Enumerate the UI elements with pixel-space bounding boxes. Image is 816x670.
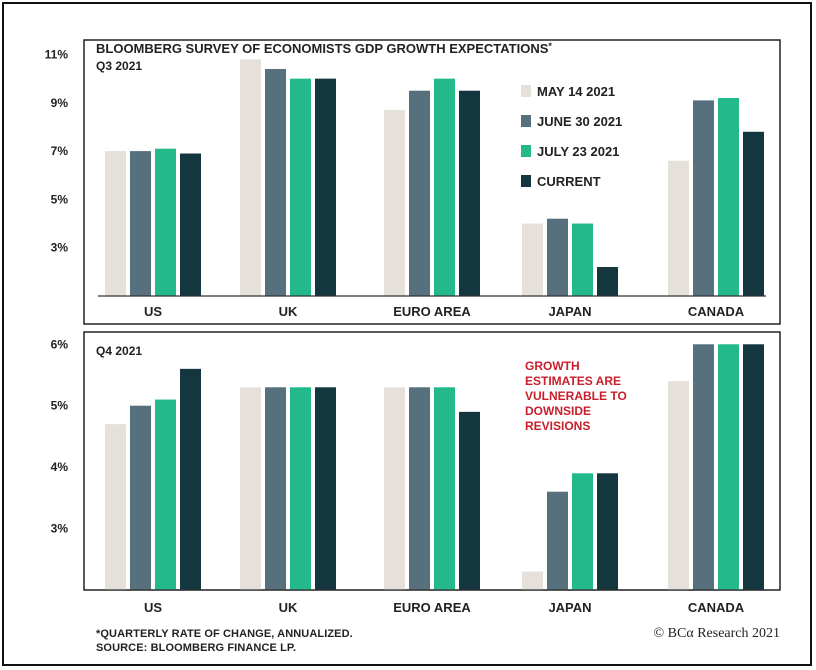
legend-swatch-may-14-2021 <box>521 85 531 97</box>
bar-p1-us-current <box>180 153 201 296</box>
bar-p1-euro-area-june-30-2021 <box>409 90 430 296</box>
bar-p2-us-june-30-2021 <box>130 405 151 590</box>
bar-p1-japan-june-30-2021 <box>547 218 568 296</box>
x-category-label-2-euro-area: EURO AREA <box>393 600 471 615</box>
bar-p1-us-july-23-2021 <box>155 148 176 296</box>
legend-label-current: CURRENT <box>537 174 601 189</box>
panel-1-subtitle: Q3 2021 <box>96 59 142 73</box>
y-tick-label-1-2: 7% <box>51 144 69 158</box>
y-tick-label-1-4: 11% <box>45 47 69 61</box>
annotation-line-3: VULNERABLE TO <box>525 389 627 403</box>
panel-1-border <box>83 39 781 325</box>
y-tick-label-2-0: 3% <box>51 522 69 536</box>
x-category-label-1-euro-area: EURO AREA <box>393 304 471 319</box>
y-tick-label-2-1: 4% <box>51 460 69 474</box>
bar-p2-japan-june-30-2021 <box>547 491 568 590</box>
bar-p2-us-current <box>180 368 201 590</box>
bar-p1-us-june-30-2021 <box>130 151 151 296</box>
bar-p1-euro-area-july-23-2021 <box>434 78 455 296</box>
y-tick-label-1-1: 5% <box>51 192 69 206</box>
bar-p1-euro-area-may-14-2021 <box>384 110 405 296</box>
bar-p2-canada-june-30-2021 <box>693 344 714 590</box>
footnote-source: SOURCE: BLOOMBERG FINANCE LP. <box>96 642 297 654</box>
chart-title: BLOOMBERG SURVEY OF ECONOMISTS GDP GROWT… <box>96 41 552 56</box>
bar-p1-uk-current <box>315 78 336 296</box>
x-category-label-1-uk: UK <box>279 304 298 319</box>
annotation-line-4: DOWNSIDE <box>525 404 591 418</box>
bar-p1-japan-current <box>597 267 618 296</box>
y-tick-label-2-3: 6% <box>51 337 69 351</box>
bar-p1-euro-area-current <box>459 90 480 296</box>
bar-p2-euro-area-current <box>459 411 480 590</box>
bar-p2-uk-july-23-2021 <box>290 387 311 590</box>
x-category-label-2-canada: CANADA <box>688 600 745 615</box>
bar-p1-us-may-14-2021 <box>105 151 126 296</box>
legend-swatch-july-23-2021 <box>521 145 531 157</box>
bar-p2-uk-may-14-2021 <box>240 387 261 590</box>
bar-p2-japan-july-23-2021 <box>572 473 593 590</box>
title-footnote-mark: * <box>548 41 552 51</box>
bar-p2-euro-area-may-14-2021 <box>384 387 405 590</box>
annotation-line-2: ESTIMATES ARE <box>525 374 621 388</box>
credit-text: © BCα Research 2021 <box>653 626 780 641</box>
x-category-label-2-uk: UK <box>279 600 298 615</box>
bar-p2-canada-current <box>743 344 764 590</box>
legend-label-may-14-2021: MAY 14 2021 <box>537 84 615 99</box>
bar-p1-canada-july-23-2021 <box>718 97 739 296</box>
bar-p1-uk-june-30-2021 <box>265 68 286 296</box>
bar-p2-uk-june-30-2021 <box>265 387 286 590</box>
bar-p2-us-july-23-2021 <box>155 399 176 590</box>
bar-p1-japan-july-23-2021 <box>572 223 593 296</box>
legend-swatch-june-30-2021 <box>521 115 531 127</box>
legend-swatch-current <box>521 175 531 187</box>
annotation-line-5: REVISIONS <box>525 419 590 433</box>
bar-p2-canada-july-23-2021 <box>718 344 739 590</box>
x-category-label-1-japan: JAPAN <box>548 304 591 319</box>
x-category-label-2-japan: JAPAN <box>548 600 591 615</box>
legend-label-july-23-2021: JULY 23 2021 <box>537 144 619 159</box>
y-tick-label-1-3: 9% <box>51 96 69 110</box>
legend-label-june-30-2021: JUNE 30 2021 <box>537 114 622 129</box>
bar-p1-uk-july-23-2021 <box>290 78 311 296</box>
bar-p2-euro-area-july-23-2021 <box>434 387 455 590</box>
bar-p1-canada-current <box>743 131 764 296</box>
annotation-line-1: GROWTH <box>525 359 580 373</box>
y-tick-label-2-2: 5% <box>51 399 69 413</box>
bar-p1-canada-may-14-2021 <box>668 160 689 296</box>
bar-p2-japan-current <box>597 473 618 590</box>
bar-p1-canada-june-30-2021 <box>693 100 714 297</box>
x-category-label-1-canada: CANADA <box>688 304 745 319</box>
bar-p2-canada-may-14-2021 <box>668 381 689 590</box>
x-category-label-1-us: US <box>144 304 162 319</box>
panel-2-subtitle: Q4 2021 <box>96 344 142 358</box>
bar-p2-japan-may-14-2021 <box>522 571 543 590</box>
bar-p2-uk-current <box>315 387 336 590</box>
bar-p1-japan-may-14-2021 <box>522 223 543 296</box>
y-tick-label-1-0: 3% <box>51 241 69 255</box>
bar-p1-uk-may-14-2021 <box>240 59 261 296</box>
x-category-label-2-us: US <box>144 600 162 615</box>
footnote-line-1: *QUARTERLY RATE OF CHANGE, ANNUALIZED. <box>96 628 353 640</box>
bar-p2-us-may-14-2021 <box>105 424 126 590</box>
bar-p2-euro-area-june-30-2021 <box>409 387 430 590</box>
